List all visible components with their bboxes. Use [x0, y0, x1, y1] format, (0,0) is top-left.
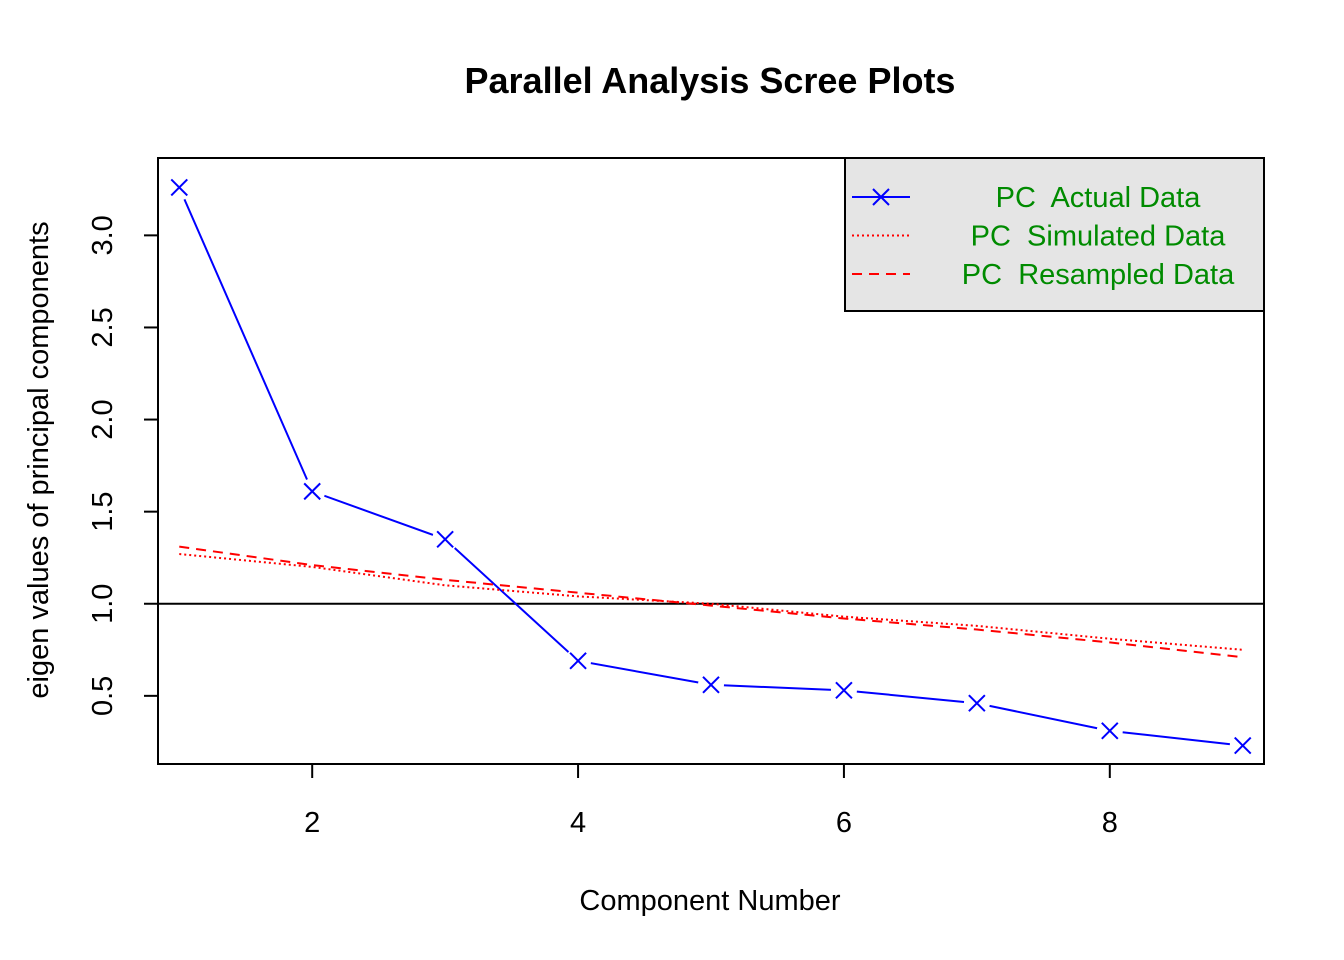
- point-stroke-b: [436, 530, 454, 548]
- legend-entry-2: PC Simulated Data: [852, 221, 1226, 253]
- point-stroke-b: [170, 178, 188, 197]
- point-stroke-b: [1101, 722, 1119, 740]
- point-stroke-b: [569, 652, 587, 670]
- point-stroke-b: [303, 482, 321, 501]
- legend-label-1: PC Actual Data: [996, 182, 1202, 214]
- y-tick-label-1.5: 1.5: [87, 491, 119, 531]
- point-stroke-b: [1234, 736, 1252, 755]
- legend-entry-3: PC Resampled Data: [852, 259, 1235, 291]
- y-tick-label-3.0: 3.0: [87, 215, 119, 255]
- y-tick-label-1.0: 1.0: [87, 584, 119, 624]
- legend-entry-1: PC Actual Data: [852, 182, 1201, 214]
- plot-area: [158, 174, 1264, 759]
- x-tick-label-8: 8: [1102, 807, 1118, 839]
- point-stroke-b: [968, 694, 986, 712]
- series-point-1-1: [166, 174, 193, 201]
- legend: PC Actual Data PC Simulated Data PC Resamp…: [844, 157, 1265, 312]
- legend-label-3: PC Resampled Data: [962, 259, 1235, 291]
- x-tick-label-2: 2: [304, 807, 320, 839]
- legend-label-2: PC Simulated Data: [971, 221, 1227, 253]
- series-point-1-8: [1096, 717, 1123, 744]
- x-tick-label-4: 4: [570, 807, 586, 839]
- series-point-1-3: [432, 526, 459, 553]
- series-point-1-6: [830, 677, 857, 704]
- y-tick-label-0.5: 0.5: [87, 676, 119, 716]
- x-axis-label: Component Number: [579, 885, 840, 917]
- series-point-1-9: [1229, 732, 1256, 759]
- axes: 2 4 6 8 0.5 1.0 1.5 2.0 2.5 3.0: [87, 157, 1265, 839]
- x-tick-label-6: 6: [836, 807, 852, 839]
- series-point-1-2: [299, 478, 326, 505]
- series-point-1-4: [565, 647, 592, 674]
- series-point-1-7: [963, 690, 990, 717]
- point-stroke-b: [702, 676, 720, 694]
- y-tick-label-2.0: 2.0: [87, 399, 119, 439]
- y-axis-label: eigen values of principal components: [23, 221, 55, 698]
- point-stroke-b: [835, 681, 853, 700]
- legend-box: [844, 157, 1265, 312]
- legend-marker-b: [872, 188, 890, 206]
- series-line-2: [179, 553, 1243, 651]
- series-line-3: [179, 545, 1243, 659]
- y-tick-label-2.5: 2.5: [87, 307, 119, 347]
- chart-title: Parallel Analysis Scree Plots: [465, 60, 956, 101]
- series-point-1-5: [698, 671, 724, 698]
